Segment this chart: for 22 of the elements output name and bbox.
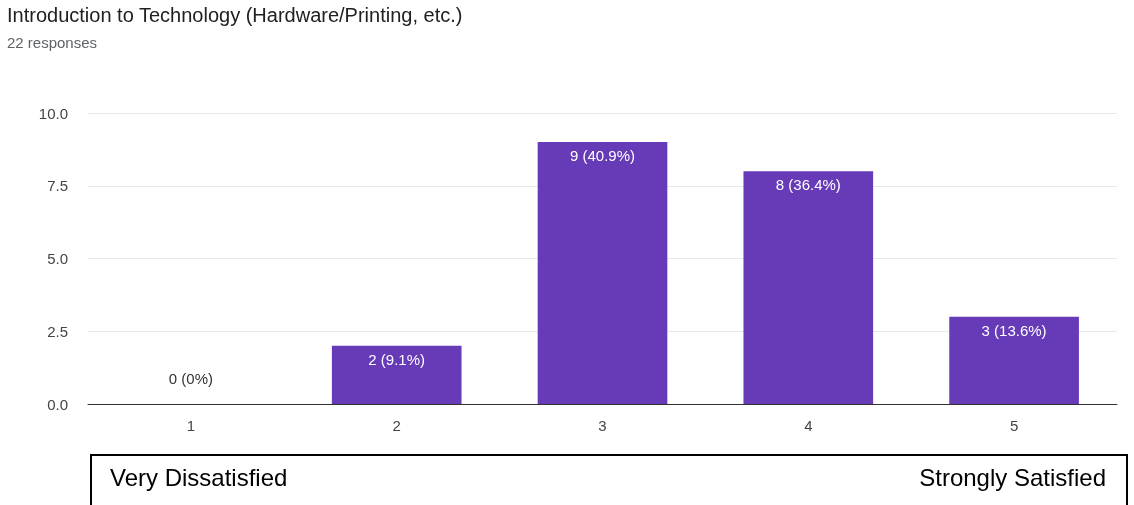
x-tick-label: 3 xyxy=(598,417,607,434)
data-label: 0 (0%) xyxy=(168,370,213,387)
y-tick-label: 0.0 xyxy=(47,395,68,413)
chart-title: Introduction to Technology (Hardware/Printing, etc.) xyxy=(7,4,463,26)
bar xyxy=(949,316,1079,404)
x-tick-label: 2 xyxy=(392,417,401,434)
data-label: 2 (9.1%) xyxy=(368,350,426,368)
x-tick-label: 1 xyxy=(186,417,196,434)
y-tick-label: 7.5 xyxy=(47,177,68,195)
x-tick-label: 4 xyxy=(804,417,813,434)
data-label: 8 (36.4%) xyxy=(775,176,841,194)
x-tick-label: 5 xyxy=(1009,417,1019,434)
y-tick-label: 2.5 xyxy=(47,322,68,340)
scale-caption-box: Very Dissatisfied Strongly Satisfied xyxy=(90,454,1128,505)
data-label: 9 (40.9%) xyxy=(569,147,636,165)
y-tick-label: 5.0 xyxy=(47,250,68,267)
chart-subtitle: 22 responses xyxy=(7,34,98,51)
bar xyxy=(331,345,462,404)
y-tick-label: 10.0 xyxy=(38,104,68,122)
bar xyxy=(743,171,874,404)
data-label: 3 (13.6%) xyxy=(981,321,1047,339)
bar xyxy=(537,142,668,404)
